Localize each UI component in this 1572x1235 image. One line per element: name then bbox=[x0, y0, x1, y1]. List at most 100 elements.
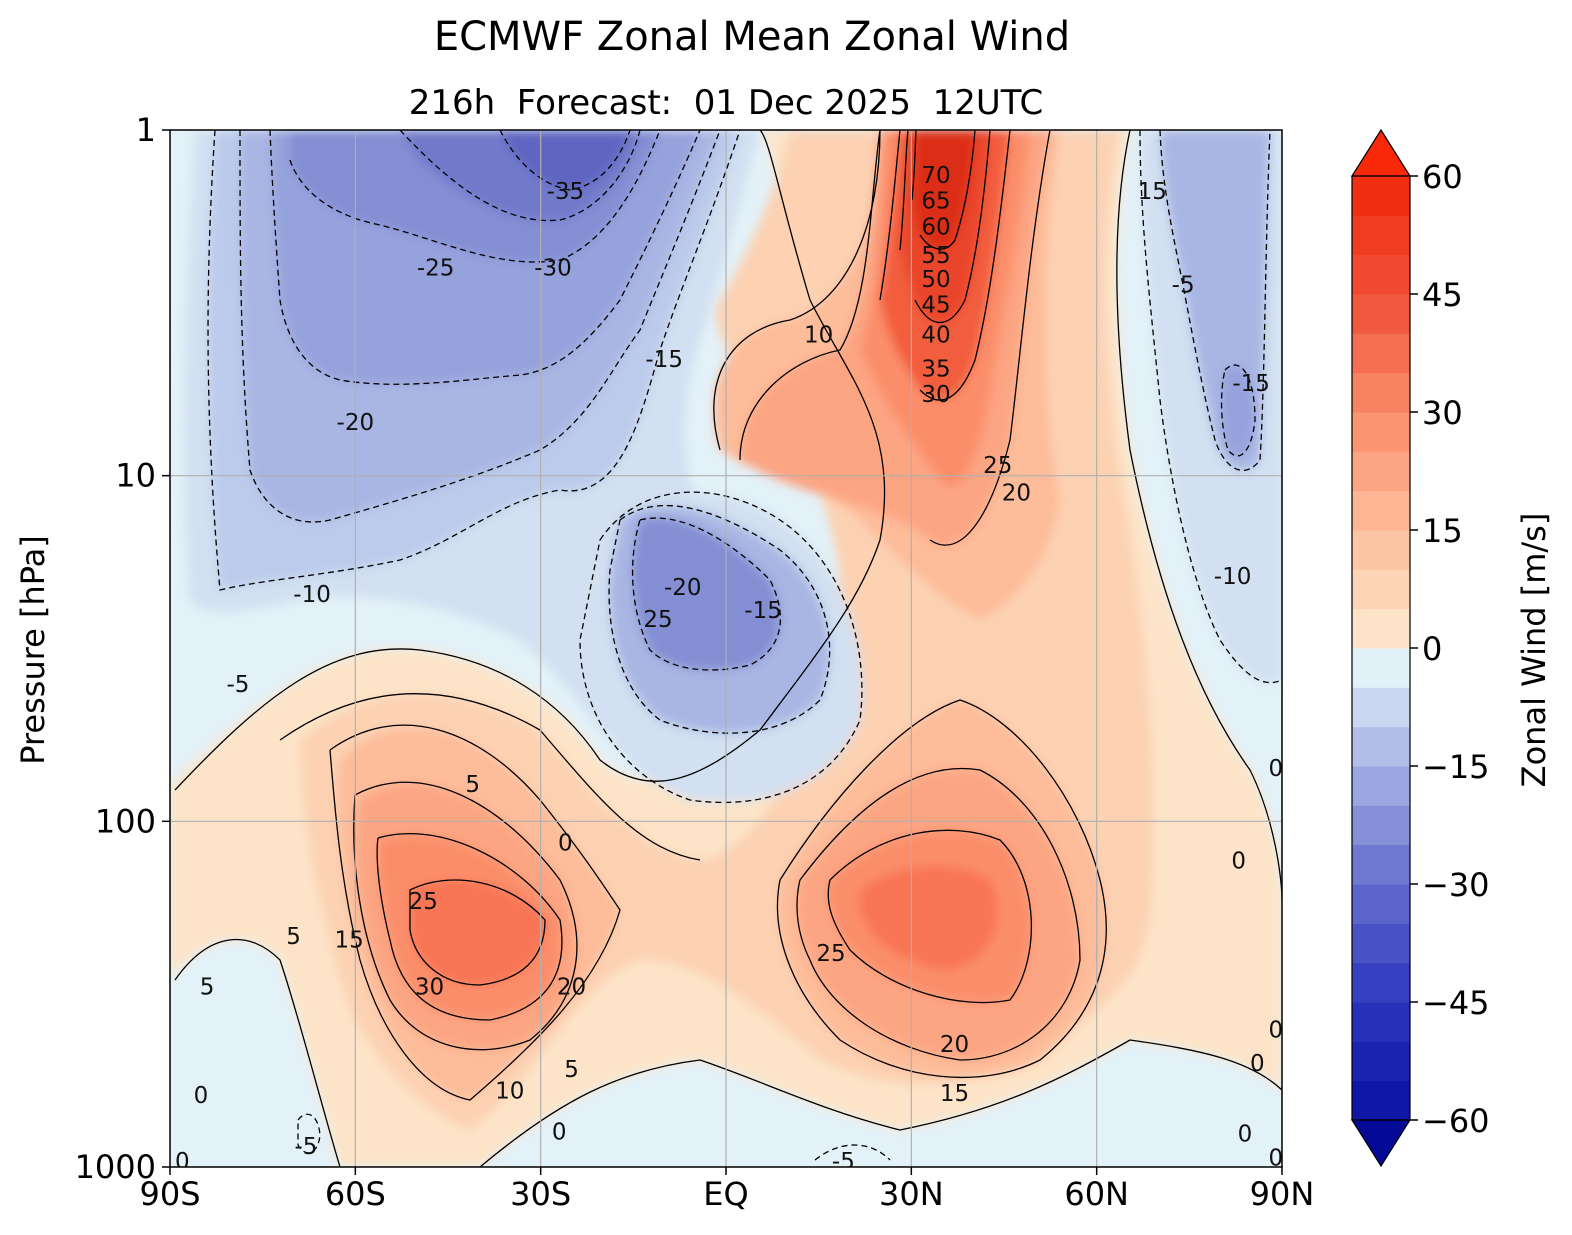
colorbar-segment bbox=[1352, 412, 1410, 452]
chart-subtitle: 216h Forecast: 01 Dec 2025 12UTC bbox=[409, 83, 1043, 123]
contour-label: 55 bbox=[921, 243, 950, 269]
nh-jet-25-30 bbox=[860, 866, 998, 970]
contour-lines-negative bbox=[207, 130, 1282, 1161]
colorbar-segment bbox=[1352, 726, 1410, 767]
contour-neg-nh-outer bbox=[1139, 130, 1282, 684]
contour-label: -5 bbox=[1172, 273, 1195, 299]
contour-label: 10 bbox=[495, 1078, 524, 1104]
contour-neg15-sh bbox=[269, 130, 701, 385]
colorbar-segment bbox=[1352, 844, 1410, 885]
contour-label: 30 bbox=[415, 974, 444, 1000]
contour-zero-right bbox=[1116, 130, 1282, 901]
colorbar-tick-label: −15 bbox=[1422, 748, 1490, 786]
colorbar-tick-label: 60 bbox=[1422, 158, 1463, 196]
nh-easterlies-15-20 bbox=[1221, 365, 1255, 456]
upper-jet-50-70 bbox=[912, 130, 975, 250]
contour-label: -5 bbox=[226, 672, 249, 698]
contour-label: -5 bbox=[832, 1149, 855, 1175]
contour-neg-eq-outer bbox=[579, 491, 863, 804]
colorbar-segment bbox=[1352, 923, 1410, 964]
colorbar-extend-min bbox=[1350, 1119, 1412, 1168]
chart-title: ECMWF Zonal Mean Zonal Wind bbox=[434, 14, 1070, 60]
contour-label: 0 bbox=[1269, 1017, 1284, 1043]
y-axis: 1 10 100 1000 bbox=[75, 111, 170, 1186]
contour-label: 35 bbox=[921, 357, 950, 383]
contour-neg-nh-core bbox=[1220, 364, 1256, 457]
contour-label: 0 bbox=[1269, 1146, 1284, 1172]
contour-zero-surface-nh bbox=[479, 1039, 1282, 1167]
contour-label: -35 bbox=[547, 179, 585, 205]
contour-label: 5 bbox=[465, 772, 480, 798]
contour-label: 25 bbox=[816, 941, 845, 967]
contour-label: 20 bbox=[1002, 481, 1031, 507]
colorbar-extend-max bbox=[1350, 128, 1412, 177]
contour-label: 0 bbox=[1250, 1051, 1265, 1077]
contour-label: -10 bbox=[293, 582, 331, 608]
contour-neg30-sh bbox=[499, 130, 631, 191]
contour-label: -30 bbox=[534, 256, 572, 282]
colorbar-segment bbox=[1352, 254, 1410, 295]
colorbar-segment bbox=[1352, 805, 1410, 846]
contour-25-sh bbox=[409, 879, 546, 986]
contour-label: 40 bbox=[921, 322, 950, 348]
contour-25-upper bbox=[879, 130, 1011, 401]
contour-label: 0 bbox=[1269, 756, 1284, 782]
colorbar-label: Zonal Wind [m/s] bbox=[1515, 513, 1553, 788]
contour-label: 60 bbox=[921, 214, 950, 240]
contour-neg25-sh bbox=[399, 130, 641, 222]
x-tick-label: 90N bbox=[1250, 1175, 1315, 1213]
x-tick-label: 90S bbox=[139, 1175, 200, 1213]
colorbar-tick-label: 30 bbox=[1422, 394, 1463, 432]
colorbar-segment bbox=[1352, 608, 1410, 649]
colorbar-segment bbox=[1352, 490, 1410, 531]
colorbar-segment bbox=[1352, 1080, 1410, 1121]
contour-label: 15 bbox=[1138, 179, 1167, 205]
colorbar-segment bbox=[1352, 530, 1410, 570]
contour-15-right bbox=[929, 130, 1051, 546]
contour-10-sh bbox=[329, 724, 621, 1101]
contour-label: 0 bbox=[175, 1149, 190, 1175]
contour-label: 25 bbox=[983, 453, 1012, 479]
colorbar-segment bbox=[1352, 451, 1410, 492]
contour-15-upper bbox=[739, 130, 881, 461]
colorbar-segment bbox=[1352, 294, 1410, 334]
colorbar-tick-label: −30 bbox=[1422, 866, 1490, 904]
contour-label: -15 bbox=[744, 598, 782, 624]
contour-label: -5 bbox=[294, 1134, 317, 1160]
contour-neg-nh-inner bbox=[1159, 130, 1271, 472]
y-axis-label: Pressure [hPa] bbox=[14, 535, 52, 765]
colorbar-segment bbox=[1352, 687, 1410, 728]
colorbar-segment bbox=[1352, 766, 1410, 806]
sh-easterlies-30-35 bbox=[500, 130, 630, 190]
eq-easterly-20-25 bbox=[632, 518, 781, 670]
colorbar-segment bbox=[1352, 648, 1410, 688]
contour-label: 5 bbox=[564, 1057, 579, 1083]
contour-neg5-surface bbox=[814, 1144, 891, 1161]
contour-label: 70 bbox=[921, 163, 950, 189]
contour-label: 0 bbox=[194, 1083, 209, 1109]
contour-label: 5 bbox=[286, 924, 301, 950]
colorbar-tick-label: 45 bbox=[1422, 276, 1463, 314]
colorbar-segment bbox=[1352, 884, 1410, 924]
y-tick-label: 1 bbox=[136, 111, 156, 149]
colorbar-segment bbox=[1352, 962, 1410, 1003]
colorbar-segment bbox=[1352, 215, 1410, 256]
colorbar-segment bbox=[1352, 176, 1410, 216]
y-tick-label: 100 bbox=[95, 802, 156, 840]
x-tick-label: 60N bbox=[1064, 1175, 1129, 1213]
contour-5-sh bbox=[279, 693, 701, 861]
x-axis: 90S 60S 30S EQ 30N 60N 90N bbox=[139, 1167, 1314, 1213]
contour-label: 0 bbox=[558, 830, 573, 856]
contour-label: -15 bbox=[1232, 371, 1270, 397]
contour-label: 30 bbox=[921, 382, 950, 408]
x-tick-label: 30S bbox=[510, 1175, 571, 1213]
contour-label: 20 bbox=[940, 1032, 969, 1058]
contour-35-upper bbox=[899, 130, 991, 324]
contour-label: -10 bbox=[1214, 564, 1252, 590]
contour-15-nh bbox=[796, 767, 1081, 1061]
contour-label: -20 bbox=[337, 410, 375, 436]
x-tick-label: 30N bbox=[879, 1175, 944, 1213]
